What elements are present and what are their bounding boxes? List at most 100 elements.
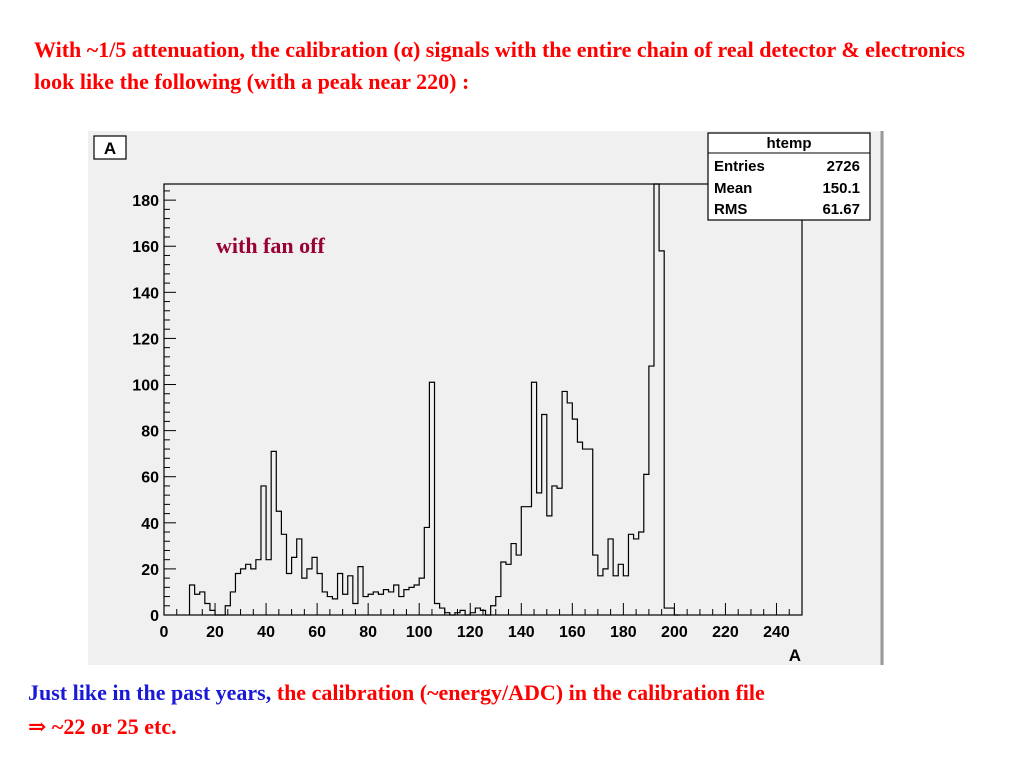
histogram-bin <box>547 516 552 615</box>
x-tick-label: 160 <box>559 624 586 641</box>
histogram-bin <box>669 608 674 615</box>
histogram-bin <box>603 569 608 615</box>
histogram-bin <box>297 539 302 615</box>
histogram-bin <box>312 557 317 615</box>
y-tick-label: 160 <box>132 239 159 256</box>
histogram-bin <box>281 534 286 615</box>
histogram-bin <box>353 603 358 615</box>
slide-footer: Just like in the past years, the calibra… <box>28 676 1008 744</box>
histogram-bin <box>639 532 644 615</box>
histogram-bin <box>419 578 424 615</box>
histogram-bin <box>404 590 409 615</box>
histogram-bin <box>618 564 623 615</box>
histogram-bin <box>230 592 235 615</box>
histogram-bin <box>332 599 337 615</box>
histogram-bin <box>409 587 414 615</box>
histogram-bin <box>190 585 195 615</box>
histogram-bin <box>429 382 434 615</box>
histogram-bin <box>327 597 332 615</box>
histogram-bin <box>440 608 445 615</box>
histogram-bin <box>225 606 230 615</box>
histogram-bin <box>286 574 291 615</box>
y-tick-label: 100 <box>132 378 159 395</box>
histogram-bin <box>577 442 582 615</box>
x-tick-label: 240 <box>763 624 790 641</box>
x-tick-label: 120 <box>457 624 484 641</box>
x-tick-label: 20 <box>206 624 224 641</box>
stats-value-rms: 61.67 <box>822 201 860 218</box>
histogram-bin <box>195 594 200 615</box>
histogram-bin <box>251 569 256 615</box>
histogram-bin <box>593 555 598 615</box>
x-tick-label: 180 <box>610 624 637 641</box>
histogram-bin <box>373 592 378 615</box>
histogram-outline <box>188 183 680 616</box>
y-tick-label: 80 <box>141 424 159 441</box>
stats-label-rms: RMS <box>714 201 747 218</box>
histogram-bin <box>628 534 633 615</box>
histogram-bin <box>435 603 440 615</box>
histogram-bin <box>542 414 547 615</box>
histogram-bin <box>623 576 628 615</box>
footer-blue-text: Just like in the past years, <box>28 680 272 705</box>
stats-label-mean: Mean <box>714 180 752 197</box>
histogram-bin <box>537 493 542 615</box>
histogram-bin <box>557 488 562 615</box>
x-tick-label: 80 <box>359 624 377 641</box>
histogram-bin <box>389 592 394 615</box>
slide-title: With ~1/5 attenuation, the calibration (… <box>34 37 965 94</box>
footer-conclusion: ⇒ ~22 or 25 etc. <box>28 714 177 739</box>
histogram-bin <box>552 486 557 615</box>
histogram-bin <box>531 382 536 615</box>
x-tick-label: 40 <box>257 624 275 641</box>
histogram-bin <box>644 474 649 615</box>
title-box-label: A <box>104 139 116 158</box>
title-box: A <box>93 135 127 160</box>
histogram-bin <box>378 594 383 615</box>
histogram-bin <box>613 576 618 615</box>
histogram-bin <box>567 403 572 615</box>
x-tick-label: 0 <box>160 624 169 641</box>
stats-box: htemp Entries 2726 Mean 150.1 RMS 61.67 <box>707 132 871 221</box>
y-tick-label: 40 <box>141 516 159 533</box>
histogram-bin <box>322 592 327 615</box>
histogram-bin <box>205 603 210 615</box>
histogram-bin <box>608 539 613 615</box>
x-axis: 0 20 40 60 80 100 120 140 160 180 200 220 240 <box>160 603 803 641</box>
histogram-bin <box>588 449 593 615</box>
histogram-bin <box>368 594 373 615</box>
histogram-bin <box>460 610 465 615</box>
stats-label-entries: Entries <box>714 158 765 175</box>
histogram-bin <box>338 574 343 615</box>
histogram-bin <box>572 419 577 615</box>
histogram-bin <box>424 527 429 615</box>
histogram-bin <box>491 606 496 615</box>
stats-title: htemp <box>767 135 812 152</box>
histogram-bin <box>235 574 240 615</box>
histogram-bin <box>480 610 485 615</box>
annotation-with-fan-off: with fan off <box>216 233 325 258</box>
histogram-bin <box>266 560 271 615</box>
histogram-bin <box>664 608 669 615</box>
histogram-bin <box>358 567 363 615</box>
histogram-bin <box>317 574 322 615</box>
y-tick-label: 60 <box>141 470 159 487</box>
histogram-bin <box>256 560 261 615</box>
y-tick-label: 120 <box>132 331 159 348</box>
footer-red-text: the calibration (~energy/ADC) in the cal… <box>271 680 765 705</box>
histogram-bin <box>654 184 659 615</box>
x-tick-label: 60 <box>308 624 326 641</box>
histogram-bin <box>659 251 664 615</box>
histogram-bin <box>343 594 348 615</box>
histogram-bin <box>516 555 521 615</box>
histogram-bin <box>562 391 567 615</box>
histogram-bin <box>399 597 404 615</box>
histogram-bin <box>598 576 603 615</box>
histogram-bin <box>276 511 281 615</box>
y-tick-label: 20 <box>141 562 159 579</box>
histogram-bin <box>348 576 353 615</box>
histogram-bin <box>292 557 297 615</box>
histogram-bin <box>200 592 205 615</box>
histogram-bin <box>634 539 639 615</box>
y-tick-label: 140 <box>132 285 159 302</box>
